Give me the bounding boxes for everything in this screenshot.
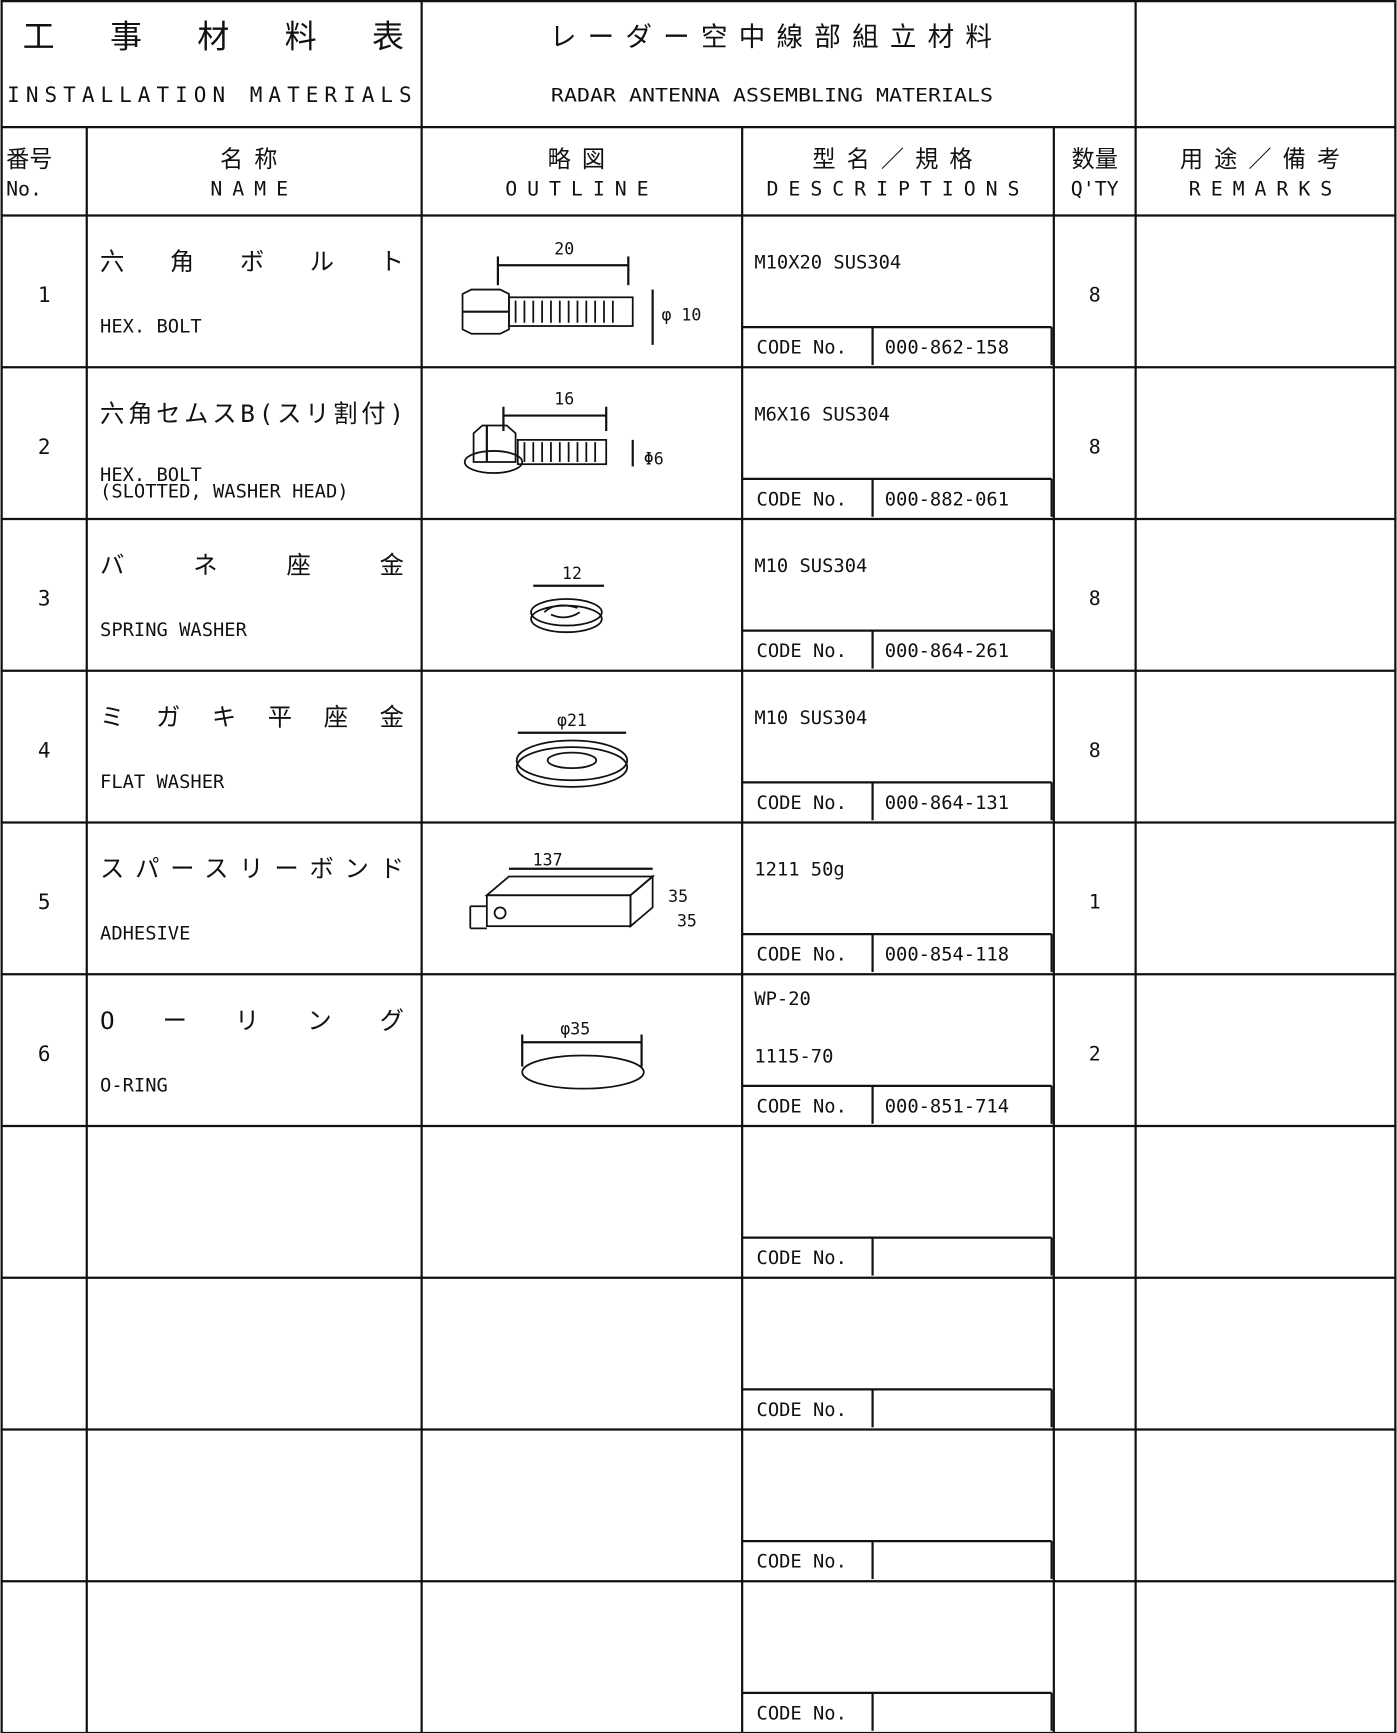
column-header-jp: 番号 bbox=[6, 146, 52, 173]
name-en: FLAT WASHER bbox=[100, 772, 225, 793]
dim-label: 20 bbox=[554, 239, 574, 258]
description: M10X20 SUS304 bbox=[754, 253, 901, 274]
dim-label: φ 10 bbox=[661, 306, 701, 325]
column-header-en: REMARKS bbox=[1189, 178, 1342, 201]
code-label: CODE No. bbox=[757, 489, 847, 510]
name-en: (SLOTTED, WASHER HEAD) bbox=[100, 482, 349, 503]
column-header-en: NAME bbox=[210, 178, 298, 201]
subject-en: RADAR ANTENNA ASSEMBLING MATERIALS bbox=[551, 86, 993, 107]
column-header-jp: 名称 bbox=[220, 146, 288, 173]
name-en: SPRING WASHER bbox=[100, 620, 248, 641]
name-en: HEX. BOLT bbox=[100, 465, 202, 486]
column-header-en: Q'TY bbox=[1071, 178, 1119, 201]
code-label: CODE No. bbox=[757, 945, 847, 966]
dim-label: φ21 bbox=[557, 711, 587, 730]
item-no: 1 bbox=[38, 283, 51, 307]
dim-label: 35 bbox=[668, 887, 688, 906]
sketch-adhesive-tube bbox=[469, 867, 656, 930]
sketch-washer-bolt bbox=[463, 406, 634, 474]
dim-label: 16 bbox=[554, 390, 574, 409]
dim-label: 137 bbox=[533, 850, 563, 869]
quantity: 8 bbox=[1089, 587, 1101, 610]
code-number: 000-864-261 bbox=[885, 641, 1009, 662]
code-number: 000-864-131 bbox=[885, 793, 1009, 814]
code-label: CODE No. bbox=[757, 1248, 847, 1269]
item-no: 3 bbox=[38, 587, 51, 611]
code-label: CODE No. bbox=[757, 338, 847, 359]
name-en: ADHESIVE bbox=[100, 924, 190, 945]
column-header-jp: 数量 bbox=[1072, 146, 1118, 173]
quantity: 8 bbox=[1089, 284, 1101, 307]
column-header-jp: 用途／備考 bbox=[1180, 146, 1351, 173]
quantity: 8 bbox=[1089, 739, 1101, 762]
dim-label: 12 bbox=[562, 564, 582, 583]
code-label: CODE No. bbox=[757, 641, 847, 662]
code-number: 000-851-714 bbox=[885, 1096, 1009, 1117]
code-label: CODE No. bbox=[757, 1703, 847, 1724]
column-header-en: OUTLINE bbox=[505, 178, 658, 201]
description: M6X16 SUS304 bbox=[754, 404, 890, 425]
code-label: CODE No. bbox=[757, 1400, 847, 1421]
code-number: 000-854-118 bbox=[885, 945, 1009, 966]
column-header-en: No. bbox=[6, 178, 42, 201]
description: M10 SUS304 bbox=[754, 708, 867, 729]
dim-label: 35 bbox=[677, 911, 697, 930]
description: WP-20 bbox=[754, 989, 811, 1010]
sketch-o-ring bbox=[521, 1034, 645, 1090]
quantity: 8 bbox=[1089, 435, 1101, 458]
item-no: 4 bbox=[38, 738, 51, 762]
name-jp: 六角セムスB(スリ割付) bbox=[100, 399, 404, 428]
sketch-bolt bbox=[461, 256, 654, 345]
sketch-flat-washer bbox=[515, 731, 629, 788]
name-en: HEX. BOLT bbox=[100, 317, 202, 338]
description: 1115-70 bbox=[754, 1047, 833, 1068]
code-label: CODE No. bbox=[757, 1552, 847, 1573]
item-no: 2 bbox=[38, 435, 51, 459]
name-jp: スパースリーボンド bbox=[100, 854, 404, 883]
description: M10 SUS304 bbox=[754, 556, 867, 577]
dim-label: Φ6 bbox=[644, 449, 664, 468]
column-header-jp: 型名／規格 bbox=[812, 146, 983, 173]
code-label: CODE No. bbox=[757, 1096, 847, 1117]
code-number: 000-862-158 bbox=[885, 338, 1009, 359]
description: 1211 50g bbox=[754, 860, 844, 881]
column-header-jp: 略図 bbox=[548, 146, 616, 173]
quantity: 1 bbox=[1089, 891, 1101, 914]
code-number: 000-882-061 bbox=[885, 489, 1009, 510]
item-no: 5 bbox=[38, 890, 51, 914]
item-no: 6 bbox=[38, 1042, 51, 1066]
code-label: CODE No. bbox=[757, 793, 847, 814]
quantity: 2 bbox=[1089, 1042, 1101, 1065]
sketch-spring-washer bbox=[530, 584, 605, 634]
column-header-en: DESCRIPTIONS bbox=[767, 178, 1030, 201]
dim-label: φ35 bbox=[560, 1020, 590, 1039]
name-en: O-RING bbox=[100, 1075, 168, 1096]
